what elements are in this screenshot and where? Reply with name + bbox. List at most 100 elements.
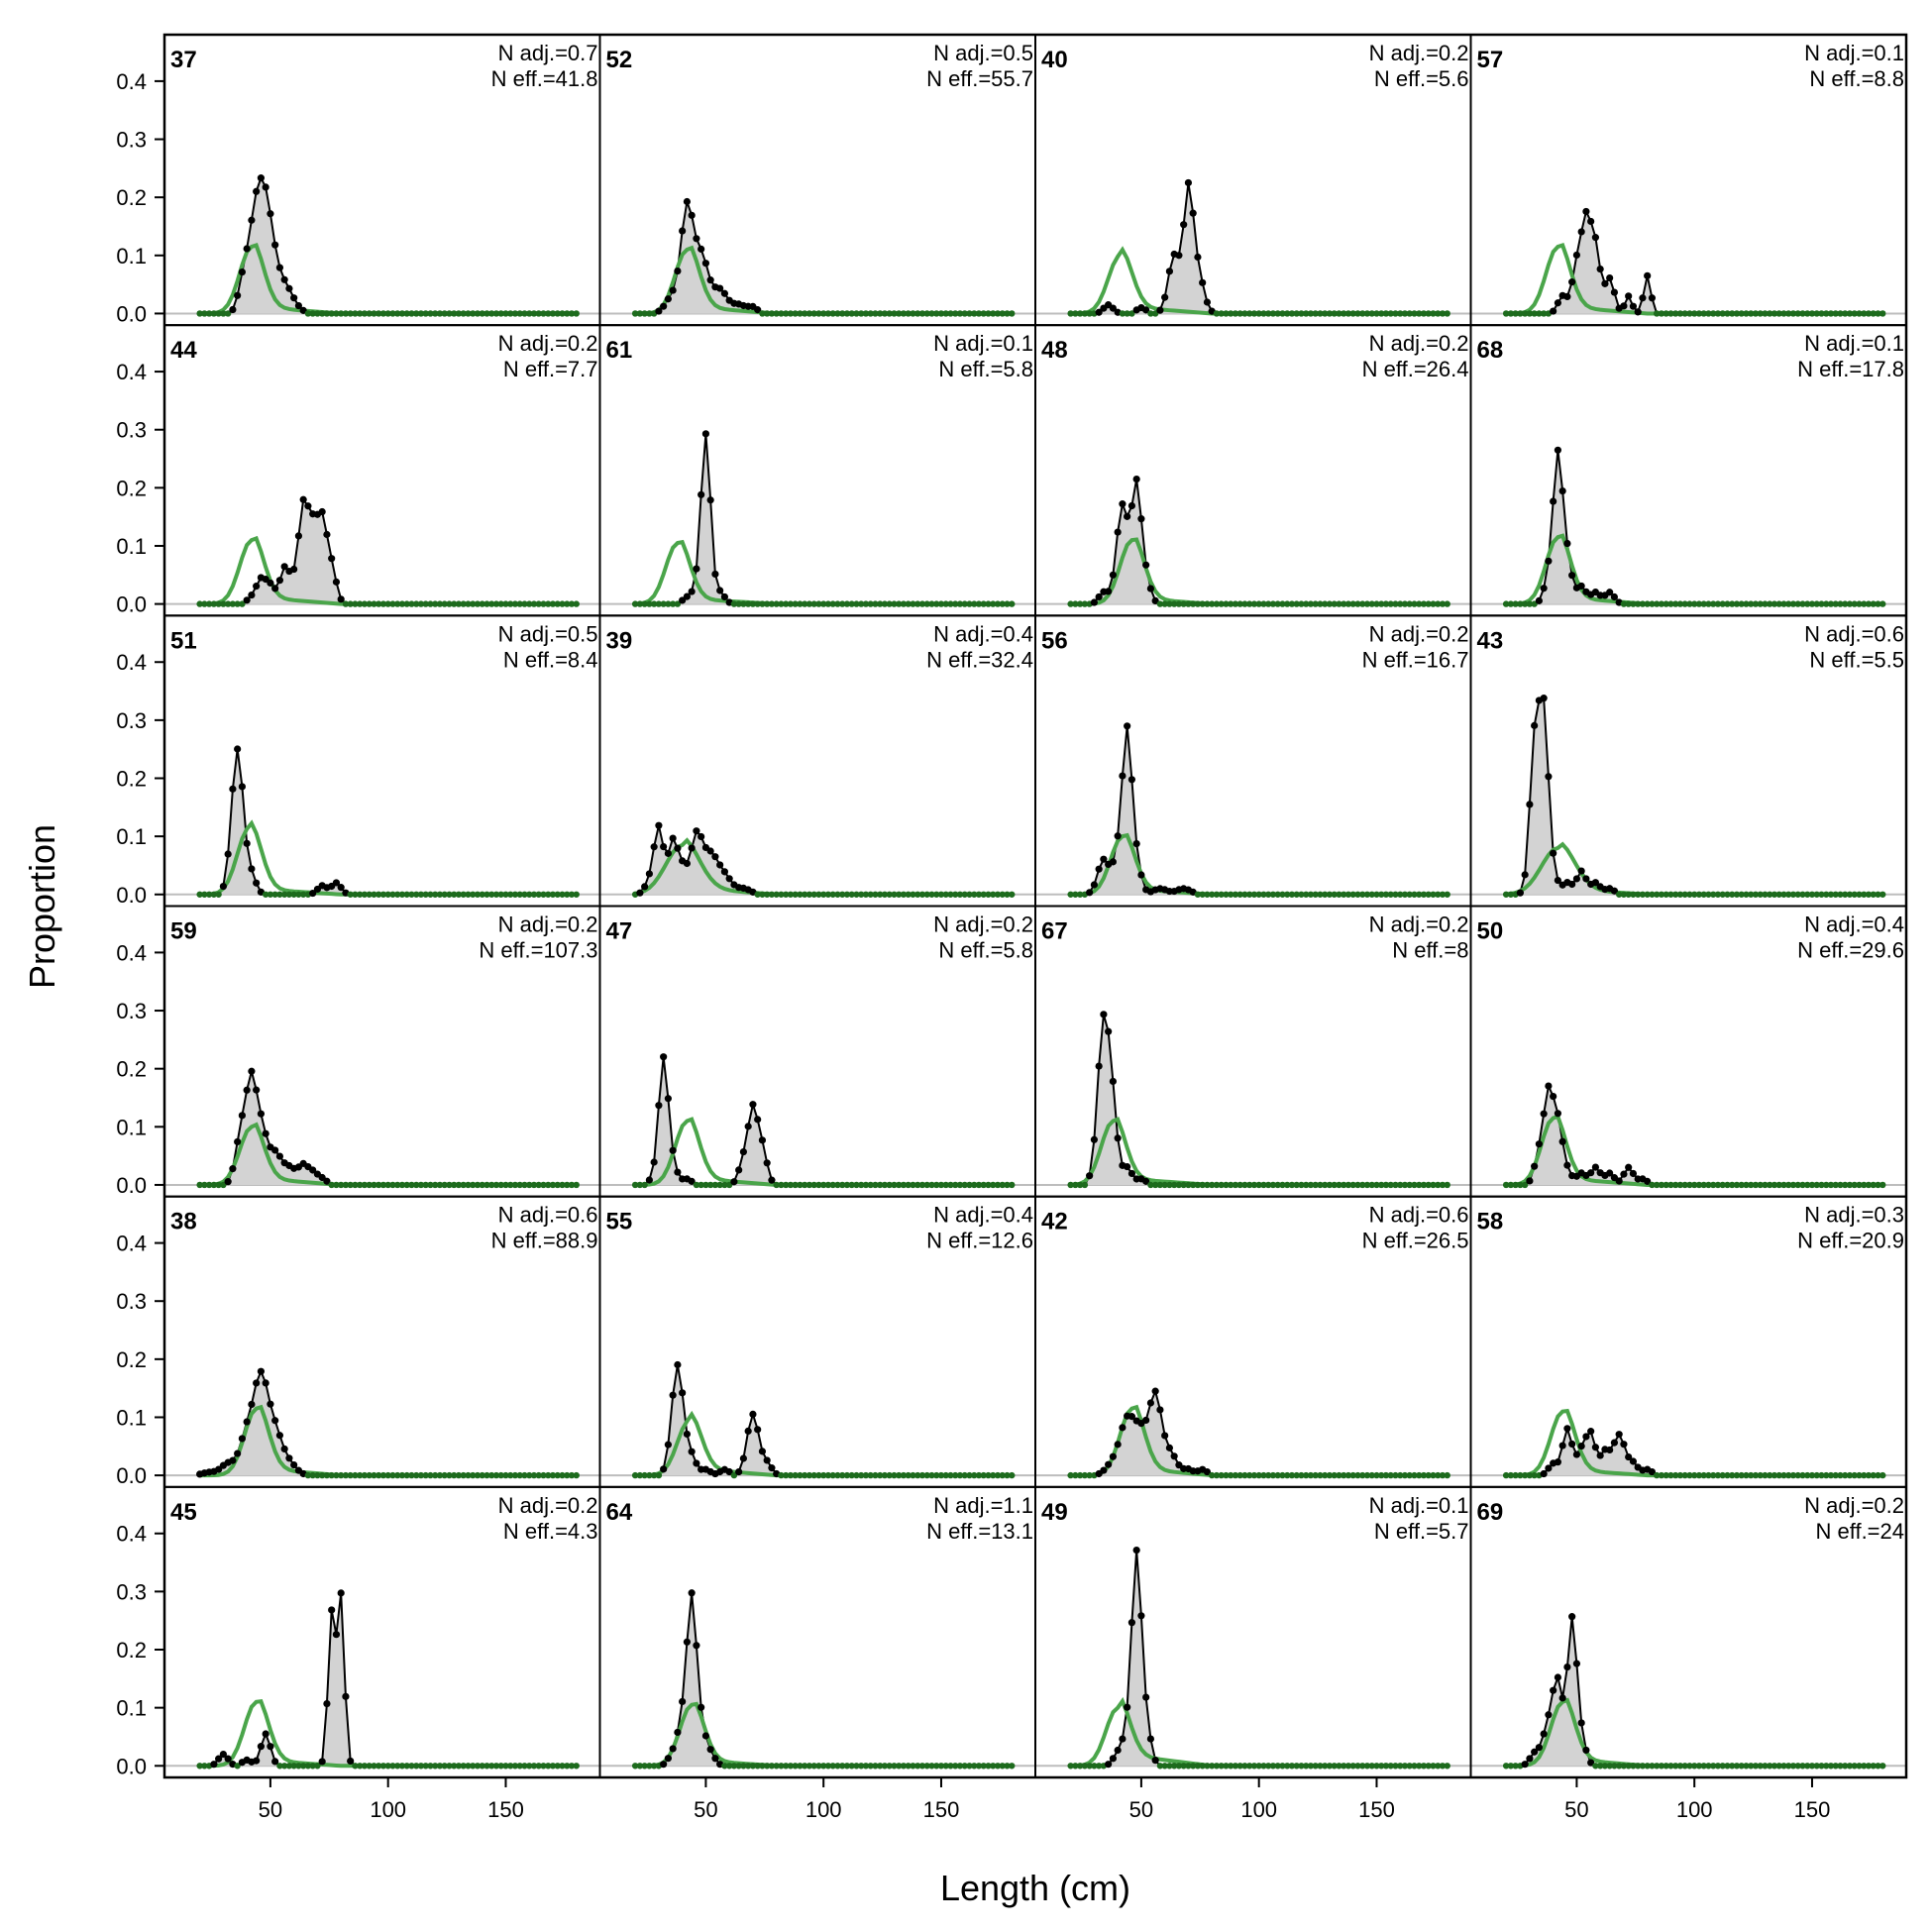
zero-point [1397,1763,1404,1770]
zero-point [641,1471,648,1479]
zero-point [947,600,954,607]
zero-point [1639,600,1647,607]
zero-point [636,1471,644,1479]
zero-point [805,310,813,317]
zero-point [1649,1181,1656,1189]
observed-point [655,1102,663,1110]
observed-point [669,834,677,842]
zero-point [1425,1763,1432,1770]
zero-point [1156,600,1164,607]
zero-point [1507,1181,1515,1189]
zero-point [1004,891,1011,898]
n-eff-label: N eff.=12.6 [926,1229,1033,1253]
zero-point [1264,891,1272,898]
zero-point [1363,310,1371,317]
zero-point [881,1471,889,1479]
observed-point [1587,217,1595,226]
observed-point [1610,592,1619,601]
zero-point [1331,1181,1338,1189]
zero-point [990,1763,997,1770]
zero-point [778,891,785,898]
observed-point [280,1445,288,1453]
zero-point [829,600,836,607]
observed-area [199,1592,577,1767]
zero-point [1274,310,1281,317]
zero-point [1232,310,1239,317]
observed-area [1506,211,1883,314]
observed-point [1577,1442,1585,1450]
zero-point [1686,1181,1693,1189]
zero-point [205,1181,213,1189]
observed-point [1142,306,1150,314]
zero-point [290,891,297,898]
zero-point [843,1471,851,1479]
observed-point [1620,1170,1628,1178]
zero-point [1785,1181,1792,1189]
zero-point [660,600,667,607]
zero-point [1757,1471,1764,1479]
zero-point [1382,310,1390,317]
zero-point [1681,891,1688,898]
zero-point [918,1471,926,1479]
zero-point [521,1181,528,1189]
observed-point [1100,1466,1108,1474]
zero-point [1536,310,1543,317]
zero-point [1789,891,1797,898]
observed-point [1615,1177,1623,1185]
zero-point [1236,600,1243,607]
zero-point [1378,600,1385,607]
zero-point [1368,1763,1375,1770]
zero-point [905,310,912,317]
zero-point [810,1763,817,1770]
observed-point [257,1743,266,1751]
x-tick-label: 50 [259,1797,282,1822]
observed-point [1132,1546,1140,1555]
x-tick-label: 150 [1358,1797,1395,1822]
zero-point [1293,310,1300,317]
zero-point [1865,1181,1873,1189]
observed-point [1550,1092,1557,1101]
zero-point [1752,1471,1760,1479]
zero-point [1255,1181,1262,1189]
zero-point [1671,891,1679,898]
observed-point [650,843,658,851]
zero-point [492,891,500,898]
zero-point [1439,1763,1447,1770]
observed-point [1170,1452,1178,1460]
zero-point [980,600,987,607]
zero-point [1349,1181,1356,1189]
zero-point [1175,600,1183,607]
zero-point [1794,600,1801,607]
zero-point [1331,600,1338,607]
zero-point [819,310,827,317]
panels-layer: 37 N adj.=0.7N eff.=41.844 N adj.=0.2N eff… [163,34,1907,1779]
zero-point [347,1471,354,1479]
zero-point [1856,1763,1863,1770]
zero-point [1392,1181,1399,1189]
zero-point [1851,1471,1858,1479]
zero-point [1255,891,1262,898]
observed-point [1568,1613,1576,1621]
observed-point [318,1758,326,1766]
observed-point [299,495,307,503]
zero-point [843,891,851,898]
zero-point [1331,1471,1338,1479]
zero-point [1671,1763,1679,1770]
zero-point [483,891,490,898]
zero-point [763,1763,771,1770]
observed-point [1119,500,1127,508]
zero-point [1303,600,1310,607]
zero-point [417,1471,425,1479]
n-eff-label: N eff.=24 [1816,1519,1905,1544]
y-tick-label: 0.0 [116,883,147,908]
zero-point [1837,310,1844,317]
observed-point [1554,1673,1561,1681]
zero-point [371,891,377,898]
zero-point [891,1471,898,1479]
zero-point [196,310,203,317]
zero-point [966,600,973,607]
panel-51: 51 N adj.=0.5N eff.=8.4 [163,614,601,908]
observed-point [660,842,668,851]
zero-point [1119,310,1127,317]
zero-point [1733,1181,1741,1189]
